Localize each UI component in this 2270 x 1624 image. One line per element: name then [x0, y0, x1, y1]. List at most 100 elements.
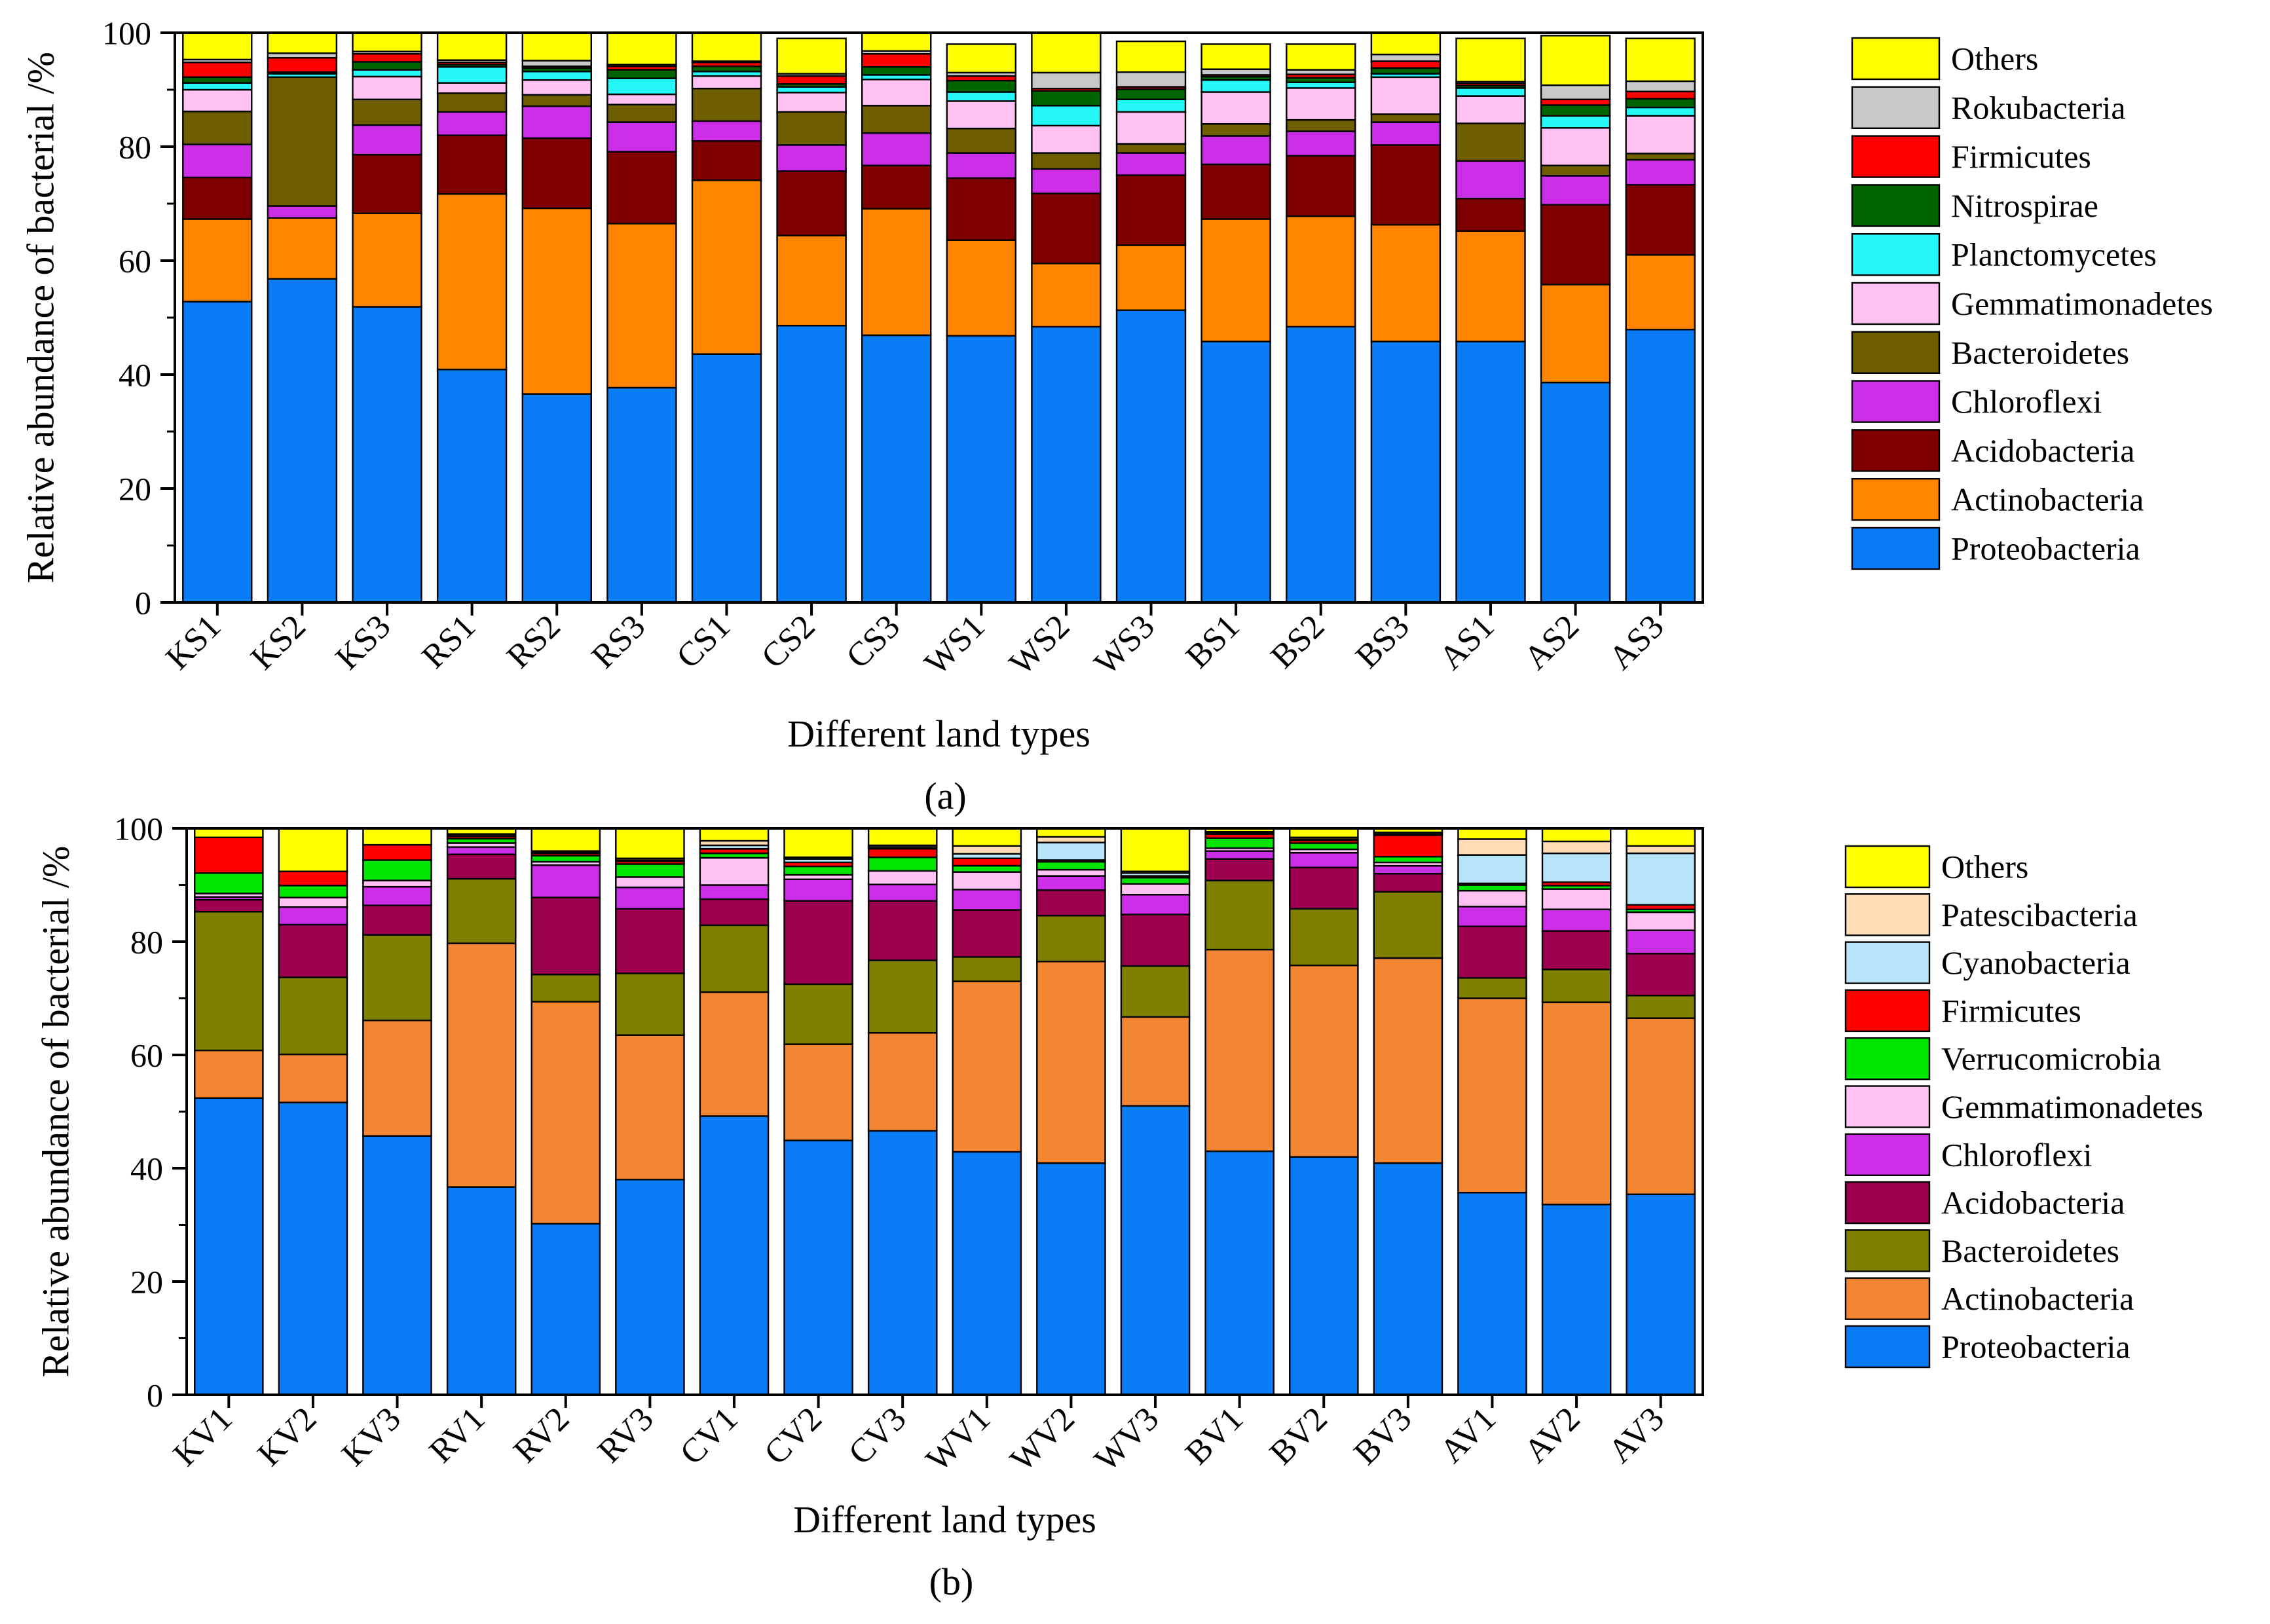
- x-tick-label-bv2: BV2: [1263, 1400, 1335, 1472]
- bar-segment-bs2-others: [1286, 43, 1356, 71]
- bar-segment-bv1-acidobacteria: [1204, 858, 1275, 881]
- bar-segment-rs1-chloroflexi: [436, 111, 508, 136]
- bar-segment-cs2-chloroflexi: [776, 144, 847, 172]
- bar-segment-av1-proteobacteria: [1457, 1191, 1527, 1396]
- panel-a-bars: [182, 31, 1696, 604]
- bar-segment-kv3-others: [362, 827, 432, 846]
- panel-b-caption: (b): [929, 1560, 974, 1603]
- bar-segment-av1-acidobacteria: [1457, 925, 1527, 979]
- bar-segment-cs3-firmicutes: [861, 52, 932, 68]
- bar-segment-cv2-others: [783, 827, 853, 858]
- bar-segment-cv2-acidobacteria: [783, 900, 853, 986]
- bar-segment-rv3-others: [615, 827, 685, 859]
- bar-segment-as3-firmicutes: [1625, 90, 1696, 100]
- bar-segment-wv2-verrucomicrobia: [1036, 860, 1106, 871]
- bar-segment-ws3-actinobacteria: [1115, 244, 1187, 311]
- legend-swatch-verrucomicrobia: [1844, 1037, 1931, 1080]
- x-tick-label-rv2: RV2: [506, 1400, 576, 1470]
- bar-segment-rv1-bacteroidetes: [446, 877, 517, 944]
- bar-segment-bs3-proteobacteria: [1370, 341, 1442, 604]
- bar-segment-av3-others: [1626, 827, 1696, 847]
- bar-segment-as2-gemmatimonadetes: [1540, 127, 1611, 166]
- bar-segment-kv3-verrucomicrobia: [362, 859, 432, 881]
- x-tick-label-cv3: CV3: [842, 1400, 914, 1472]
- bar-segment-kv1-bacteroidetes: [194, 910, 264, 1052]
- bar-segment-kv2-gemmatimonadetes: [278, 896, 348, 908]
- x-tick-label-ks3: KS3: [329, 608, 398, 677]
- bar-segment-av2-acidobacteria: [1541, 930, 1612, 970]
- bar-segment-kv3-gemmatimonadetes: [362, 879, 432, 888]
- bar-segment-ws3-bacteroidetes: [1115, 143, 1187, 154]
- bar-segment-ks2-chloroflexi: [267, 205, 338, 219]
- x-tick-label-rs2: RS2: [500, 608, 568, 676]
- bar-segment-wv1-firmicutes: [952, 857, 1022, 867]
- bar-segment-ks1-nitrospirae: [182, 76, 253, 84]
- bar-segment-kv1-firmicutes: [194, 836, 264, 874]
- bar-segment-ks3-nitrospirae: [352, 61, 422, 71]
- bar-segment-rs2-proteobacteria: [521, 393, 592, 604]
- bar-segment-ws2-nitrospirae: [1031, 90, 1102, 107]
- y-tick-label: 80: [119, 129, 151, 166]
- bar-segment-rv2-others: [530, 827, 601, 852]
- bar-segment-cv1-actinobacteria: [699, 991, 770, 1117]
- bar-segment-cv2-actinobacteria: [783, 1043, 853, 1141]
- legend-label-others: Others: [1951, 41, 2038, 77]
- bar-segment-rs3-proteobacteria: [606, 386, 677, 604]
- bar-segment-bv2-others: [1288, 827, 1359, 839]
- bar-segment-kv2-proteobacteria: [278, 1101, 348, 1396]
- bar-segment-rs3-acidobacteria: [606, 151, 677, 225]
- bar-segment-wv1-gemmatimonadetes: [952, 871, 1022, 891]
- legend-swatch-planctomycetes: [1851, 233, 1941, 276]
- panel-b-legend: Others Patescibacteria Cyanobacteria Firmic…: [1844, 845, 2203, 1369]
- legend-label-patescibacteria: Patescibacteria: [1941, 896, 2138, 933]
- bar-segment-as3-planctomycetes: [1625, 106, 1696, 117]
- bar-segment-bv1-actinobacteria: [1204, 948, 1275, 1153]
- bar-segment-bv2-chloroflexi: [1288, 851, 1359, 868]
- bar-segment-kv2-acidobacteria: [278, 923, 348, 978]
- bar-segment-cv2-proteobacteria: [783, 1139, 853, 1396]
- bar-segment-bv3-verrucomicrobia: [1373, 856, 1443, 864]
- bar-segment-rv3-actinobacteria: [615, 1034, 685, 1181]
- legend-label-cyanobacteria: Cyanobacteria: [1941, 944, 2130, 981]
- bar-segment-rs3-gemmatimonadetes: [606, 93, 677, 105]
- bar-segment-rs2-planctomycetes: [521, 70, 592, 81]
- bar-segment-cv3-bacteroidetes: [867, 959, 938, 1034]
- x-tick-label-bs3: BS3: [1349, 608, 1417, 676]
- bar-segment-bs3-others: [1370, 31, 1442, 56]
- y-tick-label: 0: [147, 1377, 163, 1414]
- bar-segment-rv2-chloroflexi: [530, 864, 601, 898]
- legend-swatch-gemmatimonadetes: [1844, 1085, 1931, 1128]
- bar-segment-cs2-others: [776, 37, 847, 75]
- bar-segment-rs3-others: [606, 31, 677, 65]
- bar-segment-av1-bacteroidetes: [1457, 977, 1527, 999]
- bar-segment-bs2-bacteroidetes: [1286, 119, 1356, 132]
- bar-segment-rs2-others: [521, 31, 592, 62]
- bar-segment-wv2-cyanobacteria: [1036, 841, 1106, 861]
- x-tick-label-cs2: CS2: [754, 608, 823, 676]
- x-tick-label-ks2: KS2: [244, 608, 313, 677]
- x-tick-label-wv3: WV3: [1088, 1400, 1166, 1479]
- bar-segment-rv3-verrucomicrobia: [615, 863, 685, 878]
- bar-segment-ks1-gemmatimonadetes: [182, 88, 253, 113]
- bar-segment-ks2-actinobacteria: [267, 217, 338, 280]
- bar-segment-bv3-acidobacteria: [1373, 872, 1443, 893]
- panel-a-x-axis: KS1 KS2 KS3 RS1 RS2 RS3 CS1 CS2 CS3 WS1 WS2 WS3 BS1 B…: [159, 602, 1671, 682]
- bar-segment-av2-bacteroidetes: [1541, 969, 1612, 1003]
- bar-segment-av3-cyanobacteria: [1626, 852, 1696, 906]
- bar-segment-ws2-proteobacteria: [1031, 325, 1102, 604]
- bar-segment-as2-acidobacteria: [1540, 204, 1611, 286]
- bar-segment-wv2-chloroflexi: [1036, 875, 1106, 891]
- bar-segment-rs1-proteobacteria: [436, 369, 508, 604]
- bar-segment-ws2-gemmatimonadetes: [1031, 124, 1102, 154]
- bar-segment-ks3-others: [352, 31, 422, 52]
- bar-segment-cv1-others: [699, 827, 770, 842]
- legend-swatch-rokubacteria: [1851, 86, 1941, 130]
- bar-segment-ws1-gemmatimonadetes: [946, 100, 1017, 130]
- bar-segment-cs3-chloroflexi: [861, 132, 932, 166]
- bar-segment-kv1-others: [194, 827, 264, 839]
- bar-segment-bv3-bacteroidetes: [1373, 891, 1443, 959]
- x-tick-label-ws3: WS3: [1087, 608, 1162, 682]
- bar-segment-as3-chloroflexi: [1625, 158, 1696, 186]
- panel-b-y-axis-label: Relative abundance of bacterial /%: [35, 846, 77, 1378]
- bar-segment-cs2-bacteroidetes: [776, 111, 847, 146]
